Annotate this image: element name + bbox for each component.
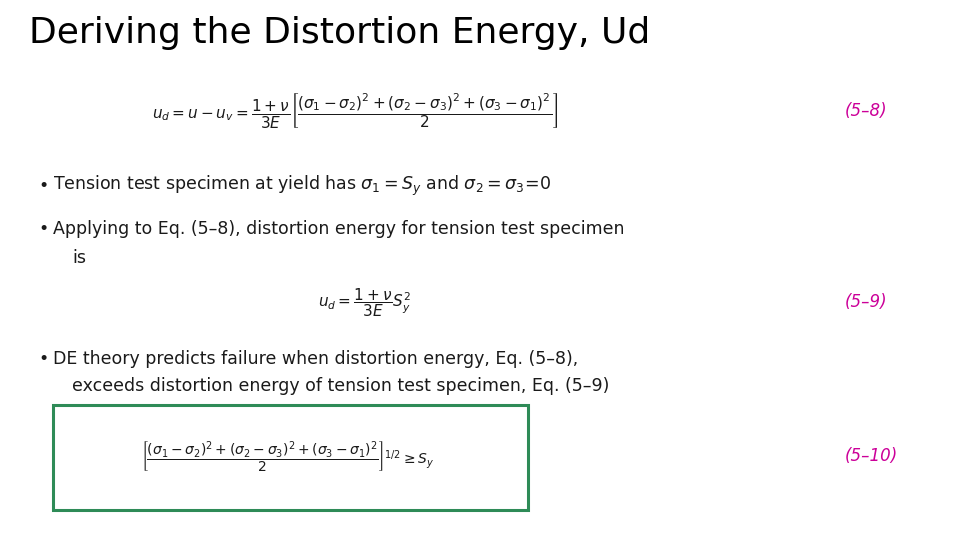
Text: (5–9): (5–9)	[845, 293, 887, 312]
Text: •: •	[38, 350, 49, 368]
Text: is: is	[72, 248, 86, 267]
Text: Tension test specimen at yield has $\sigma_1 = S_y$ and $\sigma_2 = \sigma_3\!=\: Tension test specimen at yield has $\sig…	[53, 174, 551, 198]
Text: (5–10): (5–10)	[845, 447, 898, 465]
Text: (5–8): (5–8)	[845, 102, 887, 120]
Text: Applying to Eq. (5–8), distortion energy for tension test specimen: Applying to Eq. (5–8), distortion energy…	[53, 220, 624, 239]
Text: $u_d = u - u_v = \dfrac{1+\nu}{3E}\left[\dfrac{(\sigma_1-\sigma_2)^2+(\sigma_2-\: $u_d = u - u_v = \dfrac{1+\nu}{3E}\left[…	[153, 91, 558, 130]
Text: Deriving the Distortion Energy, Ud: Deriving the Distortion Energy, Ud	[29, 16, 650, 50]
FancyBboxPatch shape	[53, 405, 528, 510]
Text: DE theory predicts failure when distortion energy, Eq. (5–8),: DE theory predicts failure when distorti…	[53, 350, 578, 368]
Text: $\left[\dfrac{(\sigma_1-\sigma_2)^2+(\sigma_2-\sigma_3)^2+(\sigma_3-\sigma_1)^2}: $\left[\dfrac{(\sigma_1-\sigma_2)^2+(\si…	[141, 439, 435, 474]
Text: •: •	[38, 177, 49, 195]
Text: $u_d = \dfrac{1+\nu}{3E} S_y^2$: $u_d = \dfrac{1+\nu}{3E} S_y^2$	[319, 286, 411, 319]
Text: •: •	[38, 220, 49, 239]
Text: exceeds distortion energy of tension test specimen, Eq. (5–9): exceeds distortion energy of tension tes…	[72, 377, 610, 395]
